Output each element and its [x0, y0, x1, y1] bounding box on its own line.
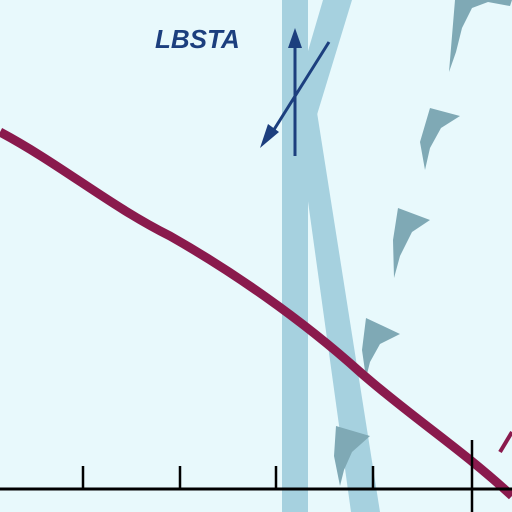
route-line: [0, 128, 512, 500]
scale-axis: [0, 440, 512, 512]
fix-label: LBSTA: [155, 24, 240, 54]
route-line-fragment: [498, 430, 512, 454]
boundary-sawtooth-marks: [334, 0, 512, 486]
fix-arrow-diagonal-icon: [260, 41, 331, 148]
airway-corridor-diagonal-upper: [296, 0, 352, 118]
airway-corridor-diagonal-lower: [293, 93, 380, 512]
fix-arrow-up-icon: [288, 28, 302, 156]
